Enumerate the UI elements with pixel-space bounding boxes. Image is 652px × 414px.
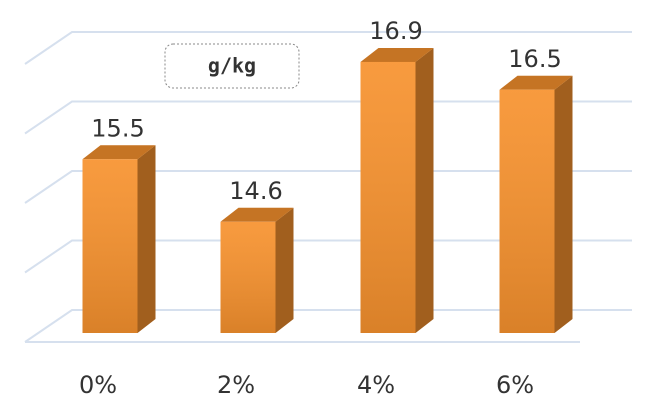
value-label: 15.5 — [91, 114, 144, 142]
bar-top-shade — [82, 145, 156, 160]
bar-side — [554, 75, 573, 333]
grid-line — [24, 239, 632, 274]
bar-top — [82, 145, 156, 160]
bar-side-shade — [554, 75, 573, 333]
bar-top-shade — [360, 47, 434, 62]
bar-top — [360, 47, 434, 62]
bar-gloss — [499, 89, 555, 333]
value-label: 16.9 — [369, 17, 422, 45]
bar-side-shade — [137, 145, 156, 333]
x-tick-label: 6% — [496, 371, 534, 399]
bar-gloss — [360, 61, 416, 333]
grid-line — [24, 309, 632, 343]
bar-top-shade — [499, 75, 573, 90]
grid — [24, 31, 632, 343]
grid-line — [24, 170, 632, 204]
bar-group: 16.9 4% — [357, 17, 434, 399]
bar-gloss — [220, 221, 276, 333]
bar-side — [275, 207, 294, 333]
value-label: 14.6 — [229, 177, 282, 205]
x-tick-label: 0% — [79, 371, 117, 399]
bar-gloss — [82, 159, 138, 333]
annotation: g/kg — [208, 54, 256, 78]
bar-side-shade — [415, 47, 434, 333]
grid-line — [24, 100, 632, 135]
x-tick-label: 2% — [217, 371, 255, 399]
bar-group: 14.6 2% — [217, 177, 294, 399]
bar-side-shade — [275, 207, 294, 333]
bar-top — [220, 207, 294, 222]
bar-group: 15.5 0% — [79, 114, 156, 399]
bar-top — [499, 75, 573, 90]
grid-line — [24, 31, 632, 65]
annotation-box — [164, 43, 300, 89]
value-label: 16.5 — [508, 45, 561, 73]
bar-side — [137, 145, 156, 333]
bar-group: 16.5 6% — [496, 45, 573, 399]
bar-top-shade — [220, 207, 294, 222]
x-tick-label: 4% — [357, 371, 395, 399]
bar-side — [415, 47, 434, 333]
